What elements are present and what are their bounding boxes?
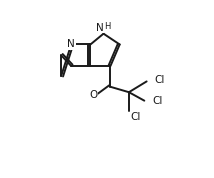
Text: Cl: Cl [154, 75, 165, 85]
Text: Cl: Cl [131, 112, 141, 122]
Text: O: O [89, 90, 97, 100]
Text: Cl: Cl [152, 96, 162, 106]
Text: N: N [96, 23, 104, 33]
Text: H: H [104, 22, 111, 31]
Text: N: N [67, 40, 75, 49]
